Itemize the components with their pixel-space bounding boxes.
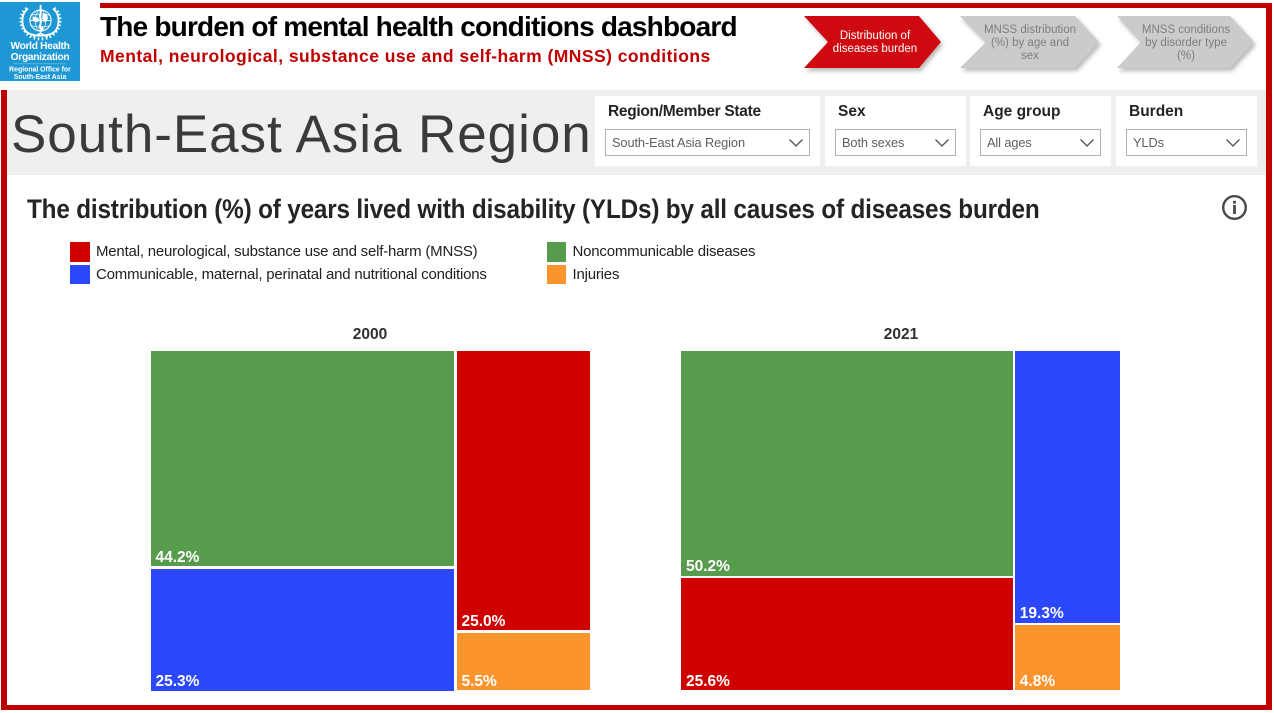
svg-text:Regional Office for: Regional Office for [9,67,71,74]
svg-text:by disorder type: by disorder type [1145,37,1227,49]
svg-text:diseases burden: diseases burden [833,43,917,55]
svg-text:sex: sex [1021,50,1039,62]
svg-text:Organization: Organization [11,52,70,63]
svg-text:(%) by age and: (%) by age and [991,37,1069,49]
svg-text:(%): (%) [1177,50,1195,62]
svg-text:World Health: World Health [10,41,69,52]
svg-text:Distribution of: Distribution of [840,30,911,42]
svg-text:South-East Asia: South-East Asia [14,74,67,81]
svg-text:MNSS distribution: MNSS distribution [984,24,1076,36]
svg-text:MNSS conditions: MNSS conditions [1142,24,1230,36]
